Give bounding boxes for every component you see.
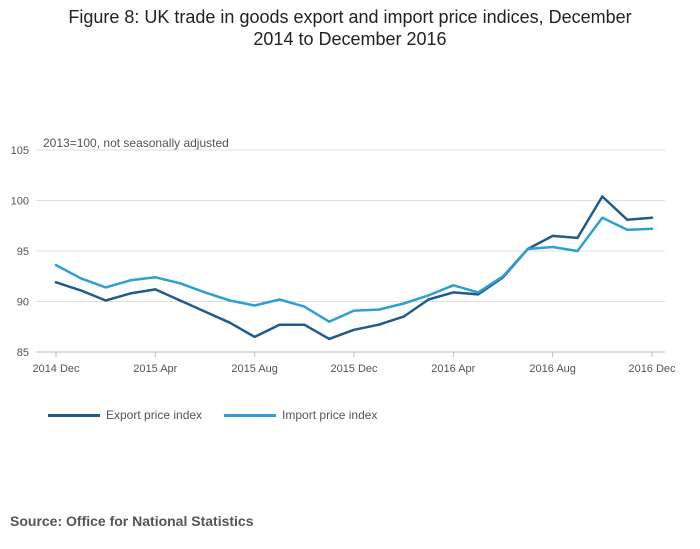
y-tick-label: 85 (17, 347, 29, 359)
y-tick-label: 105 (11, 145, 29, 157)
chart-title-line-1: Figure 8: UK trade in goods export and i… (68, 7, 632, 27)
data-point[interactable] (551, 245, 554, 249)
legend: Export price index Import price index (48, 408, 377, 422)
x-tick-label: 2015 Aug (231, 363, 278, 375)
y-tick-label: 100 (11, 196, 29, 208)
data-point[interactable] (601, 195, 604, 198)
data-point[interactable] (526, 247, 530, 251)
data-point[interactable] (203, 291, 207, 294)
legend-item-export[interactable]: Export price index (48, 408, 202, 422)
data-point[interactable] (576, 236, 579, 240)
chart-title: Figure 8: UK trade in goods export and i… (0, 6, 700, 50)
data-point[interactable] (303, 323, 306, 326)
data-point[interactable] (79, 277, 83, 280)
legend-label-export: Export price index (106, 408, 203, 422)
data-point[interactable] (54, 263, 58, 267)
data-point[interactable] (476, 293, 480, 296)
legend-item-import[interactable]: Import price index (224, 408, 377, 422)
data-point[interactable] (178, 299, 182, 302)
data-point[interactable] (278, 323, 281, 326)
data-point[interactable] (327, 337, 331, 341)
data-point[interactable] (601, 216, 604, 219)
data-point[interactable] (154, 288, 157, 291)
data-point[interactable] (402, 315, 405, 318)
chart-note: 2013=100, not seasonally adjusted (43, 136, 229, 150)
y-axis: 85 90 95 100 105 (11, 145, 29, 359)
legend-label-import: Import price index (282, 408, 378, 422)
x-tick-label: 2016 Dec (628, 363, 676, 375)
data-point[interactable] (650, 216, 654, 219)
data-point[interactable] (352, 328, 356, 331)
data-point[interactable] (228, 299, 232, 302)
gridlines (36, 149, 665, 353)
data-point[interactable] (154, 276, 157, 279)
data-point[interactable] (650, 227, 654, 230)
data-point[interactable] (625, 228, 629, 231)
data-point[interactable] (253, 304, 256, 307)
data-point[interactable] (54, 281, 58, 284)
data-point[interactable] (452, 284, 455, 287)
data-point[interactable] (104, 299, 107, 302)
data-point[interactable] (129, 279, 132, 282)
source-note: Source: Office for National Statistics (10, 513, 254, 529)
data-point[interactable] (352, 309, 356, 312)
series-lines (54, 195, 654, 341)
data-point[interactable] (576, 249, 579, 253)
data-point[interactable] (129, 292, 132, 295)
chart-title-line-2: 2014 to December 2016 (253, 29, 447, 49)
y-tick-label: 90 (17, 297, 29, 309)
data-point[interactable] (278, 298, 281, 301)
data-point[interactable] (178, 282, 182, 285)
data-point[interactable] (551, 234, 554, 238)
data-point[interactable] (303, 305, 306, 308)
data-point[interactable] (377, 323, 381, 326)
data-point[interactable] (452, 291, 455, 294)
y-tick-label: 95 (17, 246, 29, 258)
data-point[interactable] (203, 310, 207, 313)
legend-swatch-export (48, 413, 100, 417)
data-point[interactable] (228, 321, 232, 324)
data-point[interactable] (253, 335, 256, 339)
x-axis: 2014 Dec 2015 Apr 2015 Aug 2015 Dec 2016 Apr… (32, 352, 676, 375)
data-point[interactable] (427, 294, 430, 297)
data-point[interactable] (402, 302, 405, 305)
data-point[interactable] (427, 298, 430, 301)
series-line-export[interactable] (54, 195, 654, 341)
x-tick-label: 2015 Apr (133, 363, 177, 375)
series-line-import[interactable] (54, 216, 654, 323)
x-tick-label: 2016 Aug (529, 363, 576, 375)
x-tick-label: 2014 Dec (32, 363, 80, 375)
legend-swatch-import (224, 413, 277, 417)
data-point[interactable] (104, 286, 107, 289)
line-chart: 2013=100, not seasonally adjusted 2014 D… (11, 136, 676, 375)
data-point[interactable] (327, 320, 331, 323)
x-tick-label: 2015 Dec (330, 363, 378, 375)
data-point[interactable] (377, 308, 381, 311)
data-point[interactable] (476, 291, 480, 294)
data-point[interactable] (625, 218, 629, 221)
data-point[interactable] (79, 289, 83, 292)
data-point[interactable] (501, 275, 505, 278)
x-tick-label: 2016 Apr (431, 363, 475, 375)
